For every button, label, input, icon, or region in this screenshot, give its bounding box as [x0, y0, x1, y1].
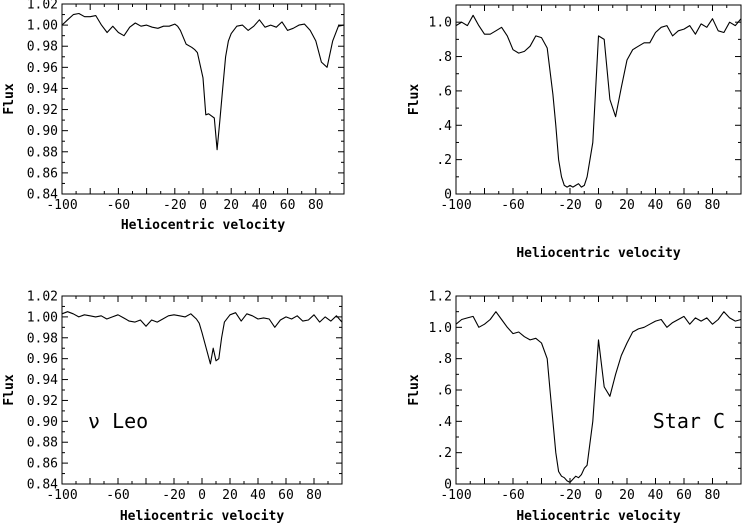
- y-tick-label: 0.92: [27, 103, 58, 118]
- chart-panel-2: -100 -60 -20 0 20 40 60 80 0 .2 .4 .6 .8 1.0 Heliocent…: [407, 4, 742, 261]
- x-tick-label: 80: [705, 198, 721, 213]
- x-tick-label: 40: [648, 488, 664, 503]
- y-tick-label: 1.0: [429, 16, 452, 31]
- y-tick-label: 1.0: [429, 321, 452, 336]
- x-tick-label: -100: [46, 488, 77, 503]
- y-tick-label: .8: [436, 352, 452, 367]
- x-tick-label: 80: [308, 198, 324, 213]
- star-label: ν Leo: [88, 409, 148, 433]
- y-tick-label: 0.90: [27, 124, 58, 139]
- x-tick-label: 60: [676, 488, 692, 503]
- x-tick-label: 0: [595, 488, 603, 503]
- y-tick-label: 0.84: [27, 478, 58, 493]
- y-tick-label: 0: [444, 188, 452, 203]
- y-tick-label: 1.02: [27, 290, 58, 305]
- y-tick-label: 0.96: [27, 61, 58, 76]
- y-tick-label: 0.98: [27, 331, 58, 346]
- y-tick-label: .2: [436, 446, 452, 461]
- y-tick-label: .4: [436, 119, 452, 134]
- y-tick-label: .6: [436, 84, 452, 99]
- x-tick-label: -20: [558, 488, 581, 503]
- chart-panel-3: -100 -60 -20 0 20 40 60 80 0.84 0.86 0.88 0.90 0.92 0…: [2, 290, 343, 524]
- y-tick-label: .8: [436, 50, 452, 65]
- x-tick-label: -60: [106, 488, 129, 503]
- y-tick-label: 0.98: [27, 40, 58, 55]
- y-tick-label: .2: [436, 153, 452, 168]
- x-axis-label: Heliocentric velocity: [120, 509, 285, 524]
- y-tick-label: .6: [436, 384, 452, 399]
- x-tick-label: -20: [558, 198, 581, 213]
- x-tick-label: -60: [501, 198, 524, 213]
- x-tick-label: -20: [162, 488, 185, 503]
- y-tick-label: 0.88: [27, 436, 58, 451]
- spectrum-line: [61, 311, 343, 365]
- y-tick-label: 0.84: [27, 188, 58, 203]
- y-tick-label: 1.02: [27, 0, 58, 13]
- x-tick-label: 20: [222, 488, 238, 503]
- x-tick-label: -100: [440, 488, 471, 503]
- x-tick-label: 0: [199, 198, 207, 213]
- y-tick-label: 1.00: [27, 19, 58, 34]
- x-tick-label: 20: [619, 488, 635, 503]
- y-tick-label: 0: [444, 478, 452, 493]
- x-tick-label: -100: [46, 198, 77, 213]
- spectrum-line: [455, 14, 742, 188]
- x-tick-label: 80: [705, 488, 721, 503]
- y-tick-label: 1.2: [429, 290, 452, 305]
- y-tick-label: .4: [436, 415, 452, 430]
- x-tick-label: 0: [595, 198, 603, 213]
- plot-frame: [61, 295, 343, 485]
- x-tick-label: 60: [676, 198, 692, 213]
- y-axis-label: Flux: [2, 374, 17, 405]
- spectrum-line: [61, 12, 345, 151]
- x-tick-label: 0: [198, 488, 206, 503]
- x-tick-label: 80: [306, 488, 322, 503]
- x-tick-label: 40: [252, 198, 268, 213]
- y-axis-label: Flux: [2, 83, 17, 114]
- chart-panel-4: -100 -60 -20 0 20 40 60 80 0 .2 .4 .6 .8 1.0 1.2 Helioc…: [407, 290, 742, 524]
- y-tick-label: 0.96: [27, 352, 58, 367]
- x-axis-label: Heliocentric velocity: [516, 509, 681, 524]
- y-axis-label: Flux: [407, 84, 422, 115]
- y-tick-label: 0.92: [27, 394, 58, 409]
- y-tick-label: 0.88: [27, 145, 58, 160]
- x-tick-label: -60: [501, 488, 524, 503]
- x-tick-label: 20: [619, 198, 635, 213]
- x-tick-label: 40: [250, 488, 266, 503]
- chart-panel-1: -100 -60 -20 0 20 40 60 80 0.84 0.86 0.88 0.90 0.92 0…: [2, 0, 345, 233]
- x-tick-label: 60: [278, 488, 294, 503]
- x-tick-label: 40: [648, 198, 664, 213]
- y-axis-label: Flux: [407, 374, 422, 405]
- y-tick-label: 0.94: [27, 373, 58, 388]
- x-tick-label: -60: [107, 198, 130, 213]
- plot-frame: [61, 3, 345, 195]
- plot-frame: [455, 295, 742, 485]
- spectrum-line: [455, 311, 742, 483]
- y-tick-label: 1.00: [27, 310, 58, 325]
- y-tick-label: 0.86: [27, 166, 58, 181]
- plot-frame: [455, 4, 742, 195]
- star-label: Star C: [653, 409, 725, 433]
- x-axis-label: Heliocentric velocity: [516, 246, 681, 261]
- y-tick-label: 0.94: [27, 82, 58, 97]
- y-tick-label: 0.86: [27, 457, 58, 472]
- x-tick-label: -100: [440, 198, 471, 213]
- y-tick-label: 0.90: [27, 415, 58, 430]
- x-tick-label: 20: [223, 198, 239, 213]
- x-tick-label: -20: [163, 198, 186, 213]
- x-axis-label: Heliocentric velocity: [121, 218, 286, 233]
- x-tick-label: 60: [280, 198, 296, 213]
